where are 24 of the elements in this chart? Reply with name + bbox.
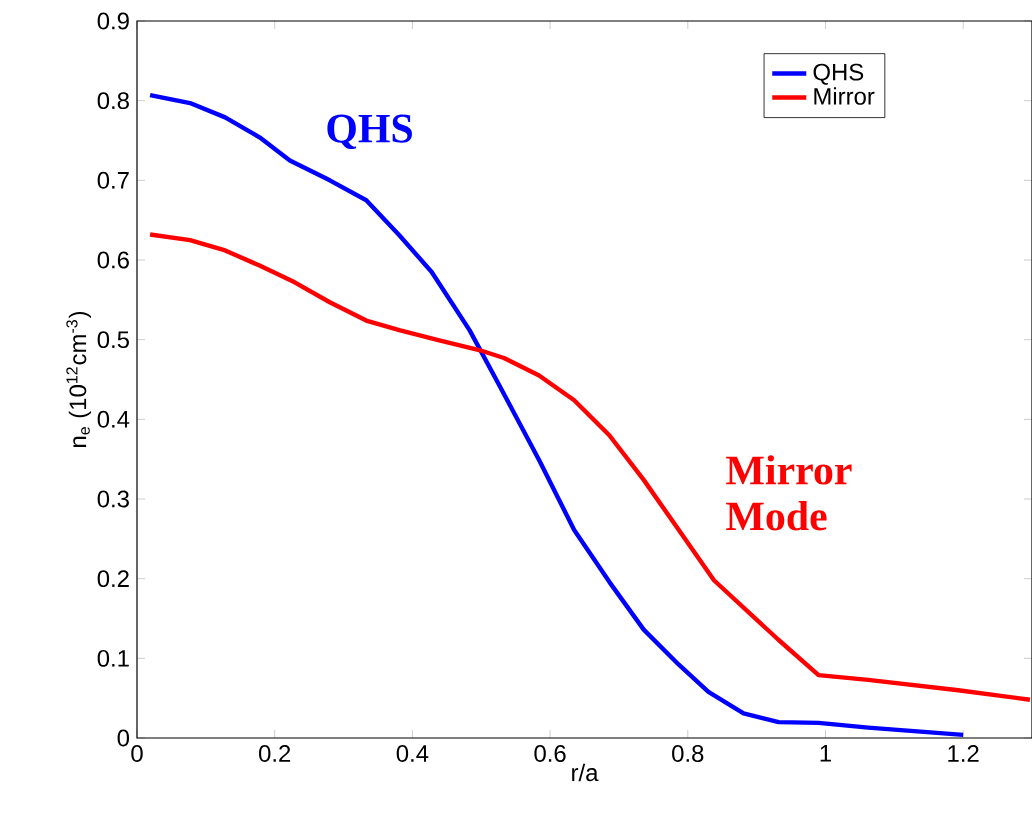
annotation: QHS (327, 114, 412, 150)
y-tick-label: 0.8 (97, 92, 129, 110)
x-tick-label: 0.8 (672, 745, 704, 762)
annotation: Mirror Mode (726, 455, 852, 531)
x-tick-label: 1 (820, 745, 831, 762)
legend-label: QHS (813, 63, 864, 85)
y-tick-label: 0.3 (97, 490, 129, 508)
y-tick-label: 0.2 (97, 570, 129, 588)
y-tick-label: 0.4 (97, 410, 130, 428)
y-tick-label: 0.9 (97, 12, 129, 30)
x-tick-label: 0.2 (259, 745, 291, 762)
x-tick-label: 1.2 (948, 745, 979, 762)
x-tick-label: 0.4 (396, 745, 429, 762)
y-tick-label: 0.1 (97, 649, 129, 667)
x-axis-title: r/a (572, 763, 599, 782)
x-tick-label: 0 (131, 745, 143, 762)
legend-label: Mirror (814, 87, 875, 105)
y-axis-title: n$_{e}$ (10$^{12}$cm$^{-3}$) (66, 311, 92, 447)
y-tick-label: 0.6 (97, 251, 129, 269)
y-tick-label: 0 (117, 729, 130, 747)
y-tick-label: 0.7 (97, 171, 129, 189)
x-tick-label: 0.6 (534, 745, 566, 762)
line-series (147, 232, 1032, 702)
y-tick-label: 0.5 (97, 331, 129, 349)
